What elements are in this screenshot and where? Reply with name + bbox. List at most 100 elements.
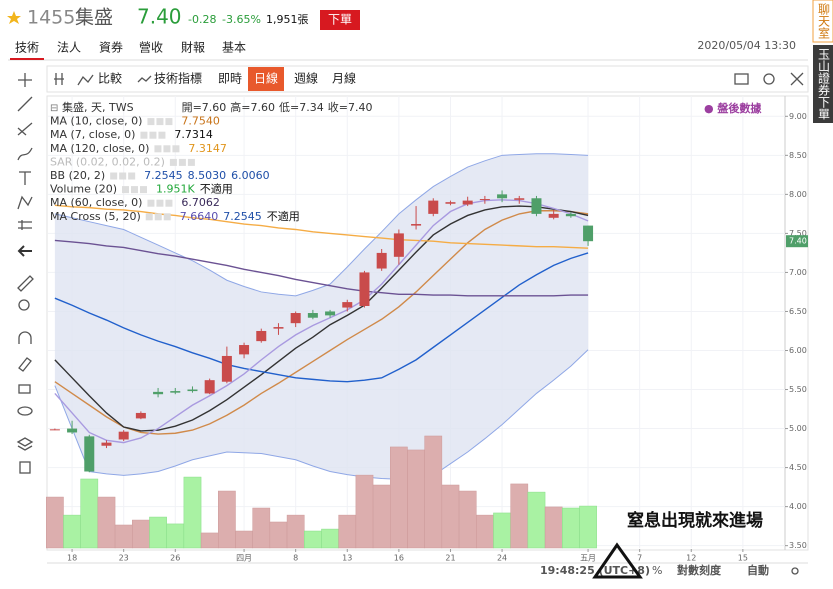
indicator-line [54,199,589,444]
interval-button[interactable]: 月線 [332,71,356,86]
star-icon[interactable] [7,11,21,24]
legend-name: MA (60, close, 0) [50,196,142,209]
legend-icon[interactable] [172,145,180,153]
legend-icon[interactable] [178,158,186,166]
volume-bar [269,521,288,549]
active-interval-bg[interactable] [248,67,284,91]
lock-tool[interactable] [18,384,31,394]
tabs: 技術 法人 資券 營收 財報 基本 [15,40,246,55]
tab[interactable]: 營收 [139,41,163,55]
realtime-button[interactable]: 即時 [218,72,242,86]
legend-name: MA (7, close, 0) [50,128,135,141]
symbol-icon[interactable] [54,73,64,85]
candle-body [135,412,146,419]
legend-icon[interactable] [131,186,138,194]
legend-icon[interactable] [165,118,173,126]
legend-icon[interactable] [147,199,155,207]
zoom-tool[interactable] [18,299,30,311]
x-tick-label: 18 [67,554,77,563]
legend-icon[interactable] [158,131,166,139]
tab[interactable]: 技術 [15,41,39,55]
y-tick-label: 8.50 [789,151,807,160]
fullscreen-icon[interactable] [790,72,804,86]
tab[interactable]: 法人 [57,41,81,55]
volume-bar [562,507,580,549]
tab[interactable]: 財報 [181,40,205,55]
legend-icon[interactable] [122,186,129,194]
legend-icon[interactable] [128,172,136,180]
draw-mode-tool[interactable] [18,357,32,372]
legend-icon[interactable] [163,145,171,153]
log-button[interactable]: 對數刻度 [677,563,722,577]
line-tool[interactable] [17,96,33,112]
legend-icon[interactable] [140,131,148,139]
ohlc-readout: 低=7.34 [279,101,324,114]
broker-label[interactable]: 玉山證券下單 [817,48,831,120]
x-tick-label: 26 [170,554,180,563]
chat-label[interactable]: 聊天室 [817,3,831,39]
stock-code: 1455 [27,7,75,29]
toolbar: 比較 技術指標 即時 [46,65,809,93]
legend-name: Volume (20) [50,183,117,196]
legend-icon[interactable] [156,118,164,126]
compare-button[interactable]: 比較 [98,71,122,86]
candle-body [531,198,542,214]
camera-icon[interactable] [734,73,749,85]
interval-button[interactable]: 週線 [294,71,318,86]
indicator-icon[interactable] [137,75,152,83]
visibility-tool[interactable] [17,406,33,416]
legend-icon[interactable] [165,199,173,207]
legend-icon[interactable] [154,213,162,221]
tab[interactable]: 基本 [222,41,246,55]
broker-button[interactable] [813,45,833,123]
candle-body [462,200,473,205]
stock-name: 集盛 [75,7,113,29]
ruler-tool[interactable] [17,275,34,292]
legend-icon[interactable] [110,172,118,180]
interval-buttons: 日線 週線 月線 [248,67,356,91]
legend-icon[interactable] [169,158,177,166]
after-hours[interactable]: ● 盤後數據 [704,101,762,115]
magnet-tool[interactable] [18,331,32,344]
chat-button[interactable] [812,0,833,43]
legend-icon[interactable] [145,213,153,221]
pattern-tool[interactable] [17,195,33,210]
y-tick-label: 6.00 [789,346,807,355]
interval-button[interactable]: 日線 [254,71,278,86]
legend-icon[interactable] [119,172,127,180]
compare-icon[interactable] [77,74,94,86]
legend-icon[interactable] [140,186,147,194]
crosshair-tool[interactable] [18,73,32,87]
brush-tool[interactable] [17,147,33,161]
x-tick-label: 23 [119,554,129,563]
fib-tool[interactable] [17,122,33,136]
status-settings[interactable] [791,567,799,575]
order-button-label[interactable]: 下單 [328,13,352,27]
legend-icon[interactable] [156,199,164,207]
text-tool[interactable] [19,171,31,185]
indicator-line [54,204,589,249]
y-tick-label: 6.50 [789,307,807,316]
legend-icon[interactable] [187,158,195,166]
settings-icon[interactable] [763,73,775,85]
legend-name: BB (20, 2) [50,169,105,182]
tab[interactable]: 資券 [99,40,123,55]
legend-icon[interactable] [147,118,155,126]
x-tick-label: 12 [686,554,696,563]
layers-tool[interactable] [16,437,34,451]
order-button[interactable] [320,10,360,30]
volume-bar [252,507,271,549]
legend-icon[interactable] [149,131,157,139]
volume-bar [114,524,133,549]
candle-body [239,345,250,355]
legend-icon[interactable] [154,145,162,153]
status-time: 19:48:25 (UTC+8) [540,564,650,577]
trash-tool[interactable] [19,461,31,474]
prediction-tool[interactable] [18,220,32,230]
volume-bar [407,449,425,549]
indicators-button[interactable]: 技術指標 [154,71,202,86]
auto-button[interactable]: 自動 [747,563,769,577]
percent-button[interactable]: % [652,564,662,577]
back-tool[interactable] [17,245,32,257]
legend-icon[interactable] [163,213,171,221]
